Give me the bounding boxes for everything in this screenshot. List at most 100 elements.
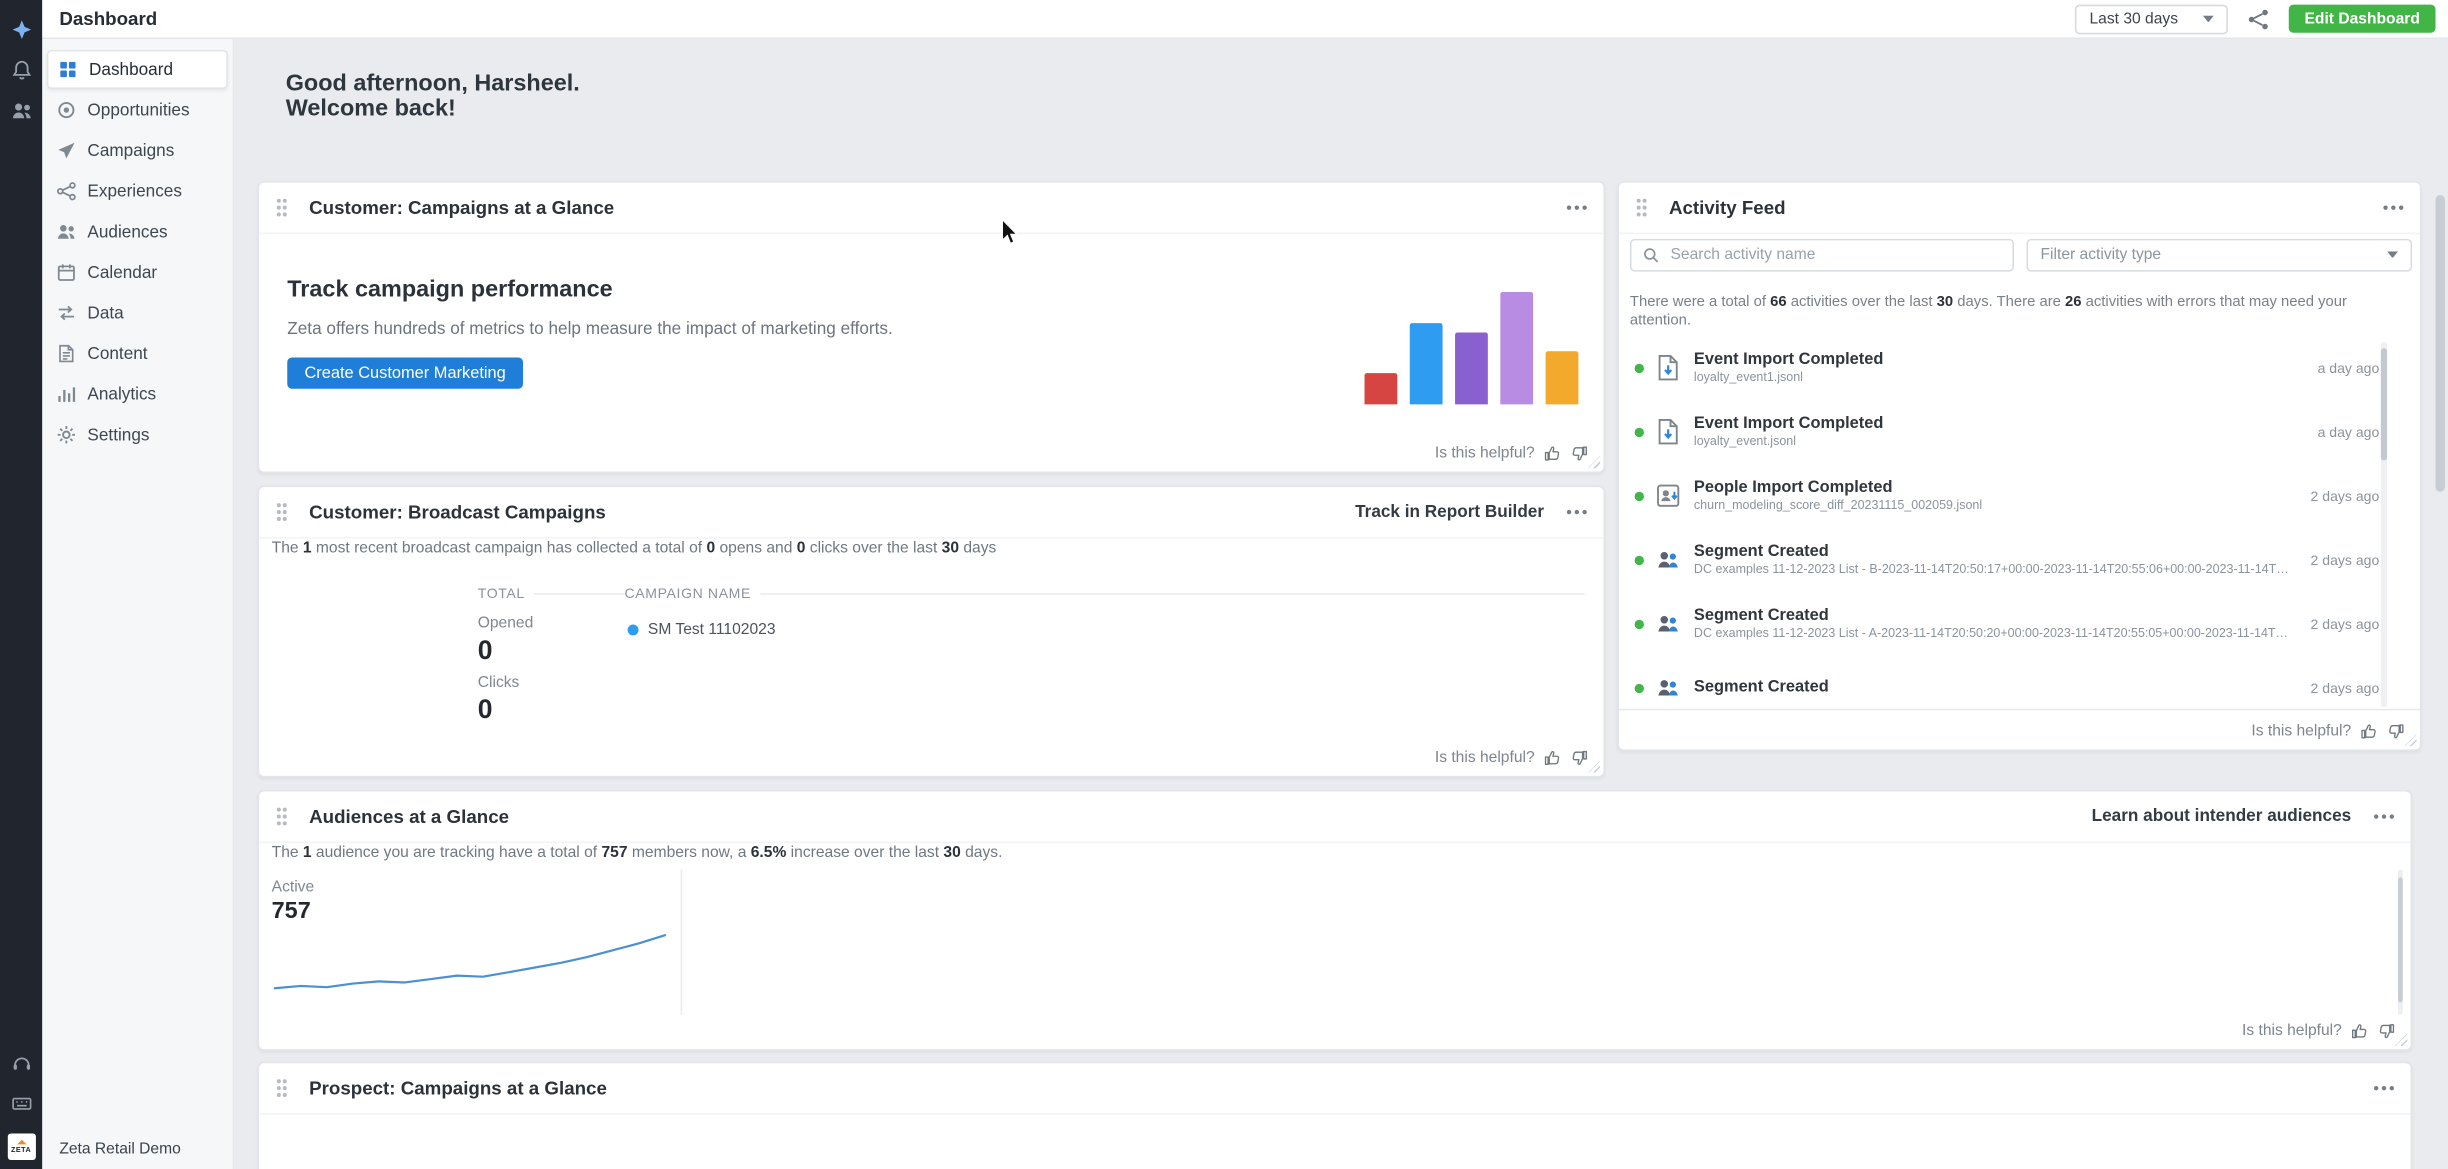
resize-handle[interactable] [1587, 760, 1601, 773]
activity-row[interactable]: Segment Created 2 days ago [1619, 656, 2420, 714]
opened-value: 0 [477, 635, 493, 666]
card-scrollbar[interactable] [2398, 869, 2403, 1015]
activity-row[interactable]: People Import Completed churn_modeling_sc… [1619, 464, 2420, 528]
status-dot [1634, 426, 1644, 437]
segment-icon [1656, 674, 1679, 701]
activity-title: Event Import Completed [1693, 413, 1884, 433]
activity-row[interactable]: Event Import Completed loyalty_event.json… [1619, 400, 2420, 464]
activity-row[interactable]: Segment Created DC examples 11-12-2023 Li… [1619, 528, 2420, 592]
scrollbar-thumb[interactable] [2380, 348, 2388, 461]
sidebar: Dashboard Opportunities Campaigns Experienc… [42, 39, 235, 1169]
activity-timestamp: 2 days ago [2310, 615, 2380, 632]
greeting-line2: Welcome back! [285, 95, 456, 122]
helpful-label: Is this helpful? [1434, 444, 1535, 463]
share-button[interactable] [2247, 7, 2270, 30]
resize-handle[interactable] [2404, 733, 2417, 747]
bar [1409, 323, 1443, 405]
thumb-up-icon[interactable] [1544, 749, 1561, 766]
drag-handle-icon[interactable] [276, 198, 287, 217]
active-metric-label: Active [271, 878, 315, 897]
user-management-icon[interactable] [10, 100, 32, 122]
activity-type-filter[interactable]: Filter activity type [2026, 238, 2413, 272]
spark-logo-icon[interactable] [10, 19, 32, 41]
keyboard-icon[interactable] [10, 1093, 32, 1115]
data-icon [56, 303, 76, 323]
thumb-down-icon[interactable] [2378, 1023, 2395, 1040]
edit-dashboard-button[interactable]: Edit Dashboard [2288, 4, 2436, 33]
zeta-logo-text: ZETA [11, 1145, 32, 1154]
activity-row[interactable]: Event Import Completed loyalty_event1.jso… [1619, 336, 2420, 400]
track-in-report-builder-link[interactable]: Track in Report Builder [1355, 502, 1545, 522]
column-total-label: TOTAL [477, 585, 525, 602]
card-prospect-campaigns-glance: Prospect: Campaigns at a Glance [257, 1061, 2413, 1169]
page-scrollbar[interactable] [2435, 39, 2445, 1169]
drag-handle-icon[interactable] [276, 1079, 287, 1098]
audiences-summary: The 1 audience you are tracking have a t… [271, 844, 1003, 862]
card-customer-campaigns-glance: Customer: Campaigns at a Glance Track ca… [257, 181, 1605, 474]
helpful-prompt: Is this helpful? [2251, 723, 2404, 740]
card-menu-button[interactable] [2373, 1077, 2395, 1099]
activity-row[interactable]: Segment Created DC examples 11-12-2023 Li… [1619, 592, 2420, 656]
helpful-prompt: Is this helpful? [1435, 749, 1588, 767]
sidebar-item-dashboard[interactable]: Dashboard [46, 49, 228, 89]
thumb-up-icon[interactable] [2361, 723, 2378, 740]
doc-import-icon [1656, 418, 1679, 445]
segment-icon [1656, 610, 1679, 637]
thumb-down-icon[interactable] [1571, 749, 1588, 766]
helpful-label: Is this helpful? [2242, 1022, 2342, 1040]
notifications-bell-icon[interactable] [10, 59, 32, 81]
card-menu-button[interactable] [2382, 197, 2404, 219]
learn-about-intender-audiences-link[interactable]: Learn about intender audiences [2091, 807, 2352, 826]
sidebar-item-content[interactable]: Content [47, 334, 228, 373]
activity-list-scrollbar[interactable] [2380, 341, 2388, 708]
bar [1500, 291, 1534, 405]
thumb-up-icon[interactable] [1544, 445, 1561, 462]
sidebar-item-audiences[interactable]: Audiences [47, 212, 228, 251]
activity-search-input[interactable] [1667, 245, 2002, 266]
sidebar-item-opportunities[interactable]: Opportunities [47, 91, 228, 130]
activity-timestamp: a day ago [2317, 423, 2380, 440]
resize-handle[interactable] [2394, 1033, 2408, 1047]
analytics-icon [56, 384, 76, 404]
activity-title: Segment Created [1693, 605, 1829, 625]
promo-bar-chart [1364, 289, 1579, 405]
column-campaign-name: CAMPAIGN NAME [624, 585, 1585, 601]
zeta-logo[interactable]: ZETA [7, 1133, 36, 1160]
card-menu-button[interactable] [2373, 806, 2395, 828]
card-menu-button[interactable] [1566, 197, 1588, 219]
sidebar-item-analytics[interactable]: Analytics [47, 375, 228, 414]
sidebar-item-campaigns[interactable]: Campaigns [47, 131, 228, 170]
workspace-name: Zeta Retail Demo [59, 1141, 181, 1159]
thumb-down-icon[interactable] [2387, 723, 2404, 740]
sidebar-item-data[interactable]: Data [47, 294, 228, 333]
card-menu-button[interactable] [1566, 501, 1588, 523]
people-icon [56, 222, 76, 242]
bar [1364, 373, 1398, 405]
sidebar-item-settings[interactable]: Settings [47, 415, 228, 454]
card-audiences-glance: Audiences at a Glance Learn about intend… [257, 789, 2413, 1051]
drag-handle-icon[interactable] [276, 503, 287, 522]
topbar: Dashboard Last 30 days Edit Dashboard [42, 0, 2448, 40]
support-icon[interactable] [10, 1052, 32, 1074]
thumb-down-icon[interactable] [1571, 445, 1588, 462]
sidebar-item-calendar[interactable]: Calendar [47, 253, 228, 292]
status-dot [1634, 555, 1644, 565]
drag-handle-icon[interactable] [276, 807, 287, 826]
activity-title: People Import Completed [1693, 477, 1893, 497]
clicks-label: Clicks [477, 674, 520, 692]
campaign-legend[interactable]: SM Test 11102023 [627, 621, 776, 639]
sidebar-item-label: Analytics [87, 384, 157, 404]
time-range-select[interactable]: Last 30 days [2075, 3, 2229, 34]
drag-handle-icon[interactable] [1636, 198, 1647, 217]
bar [1545, 351, 1579, 405]
activity-subtitle: loyalty_event1.jsonl [1693, 370, 1803, 385]
scrollbar-thumb[interactable] [2435, 195, 2445, 492]
thumb-up-icon[interactable] [2351, 1023, 2368, 1040]
resize-handle[interactable] [1587, 455, 1601, 469]
sidebar-item-experiences[interactable]: Experiences [47, 172, 228, 211]
grid-icon [58, 59, 78, 79]
activity-timestamp: 2 days ago [2310, 551, 2380, 568]
app-rail: ZETA [0, 0, 43, 1169]
create-customer-marketing-button[interactable]: Create Customer Marketing [287, 357, 523, 389]
chevron-down-icon [2387, 251, 2399, 259]
